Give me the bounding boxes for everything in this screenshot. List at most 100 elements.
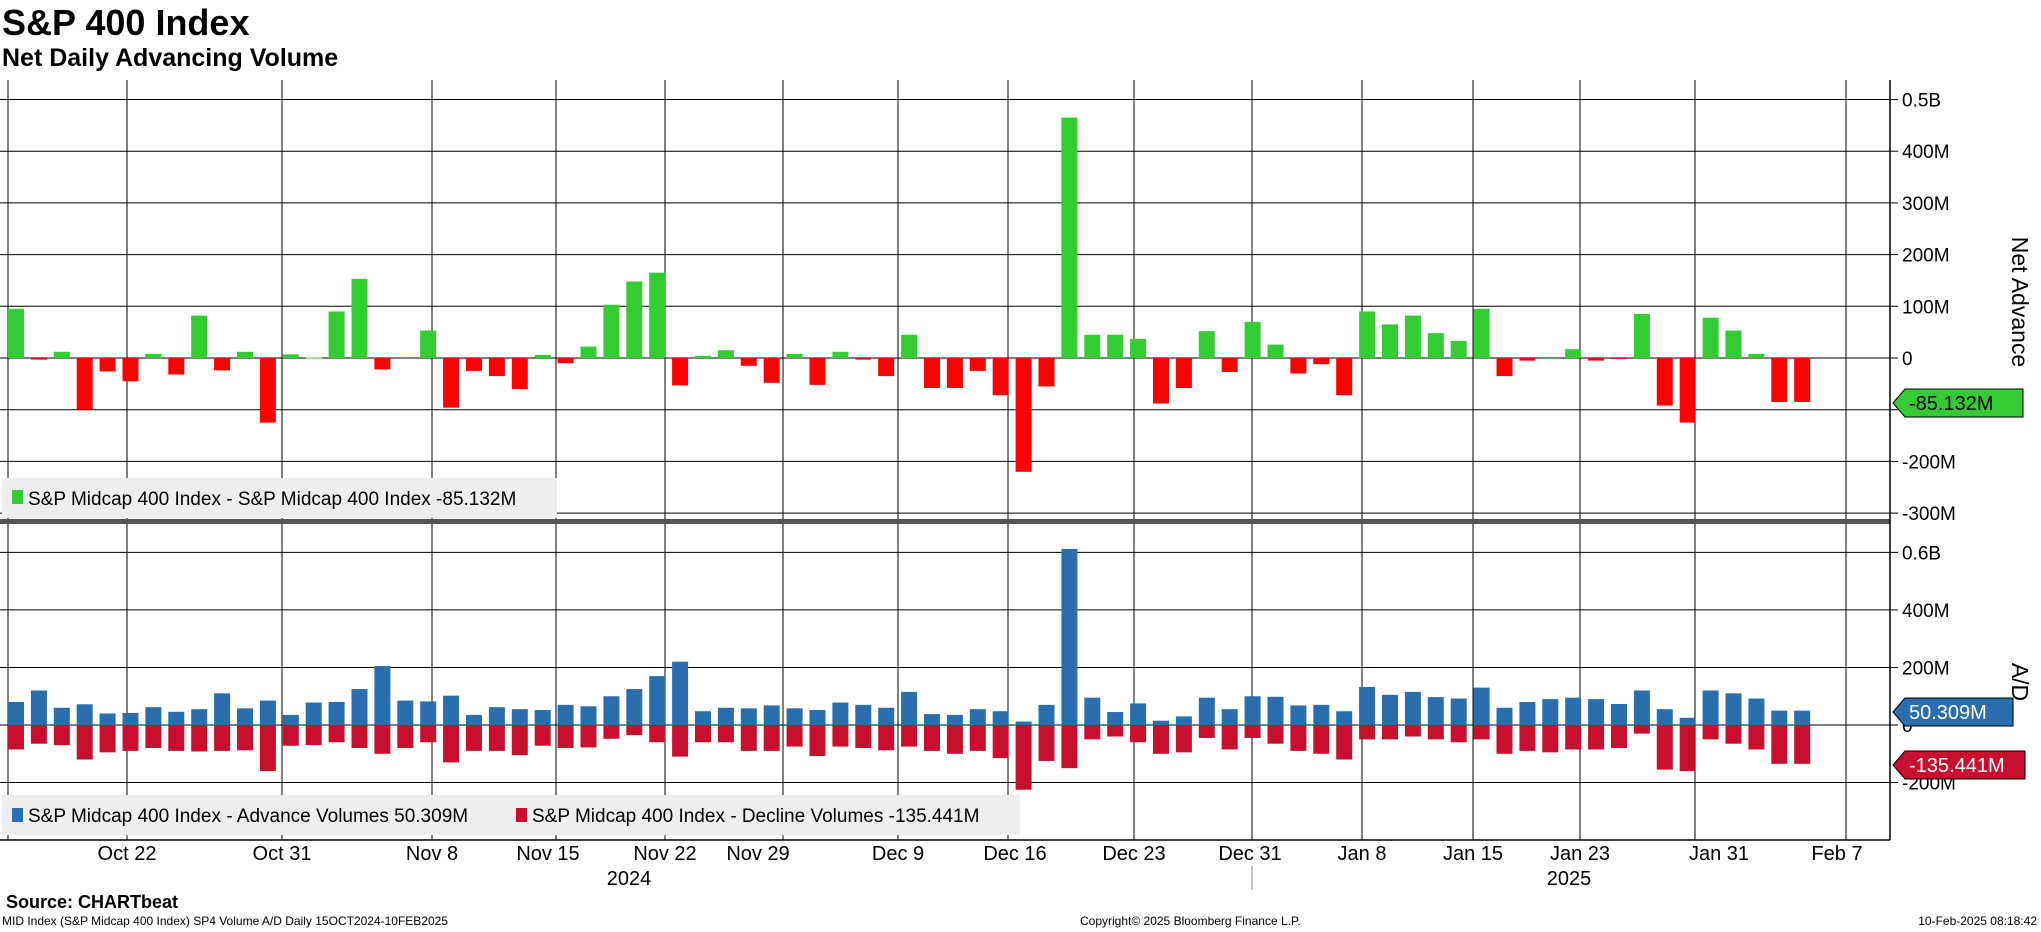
decline-volume-bar [1221, 725, 1238, 750]
advance-volume-bar [672, 661, 689, 725]
advance-volume-bar [488, 707, 505, 725]
decline-volume-bar [1359, 725, 1376, 740]
x-tick-label: Dec 16 [983, 843, 1046, 865]
decline-volume-bar [466, 725, 482, 751]
advance-volume-bar [1244, 696, 1261, 725]
net-advance-bar [603, 304, 620, 358]
advance-volume-bar [1015, 721, 1032, 725]
x-tick-label: Nov 8 [406, 843, 458, 865]
advance-volume-bar [1496, 707, 1513, 725]
decline-volume-bar [1588, 725, 1605, 750]
net-advance-bar [305, 357, 322, 359]
net-advance-bar [649, 272, 666, 358]
decline-volume-bar [1473, 725, 1490, 740]
x-tick-label: Jan 31 [1689, 843, 1749, 865]
x-tick-label: Feb 7 [1811, 843, 1862, 865]
top-y-tick-label: 400M [1902, 142, 1950, 163]
advance-volume-bar [1611, 703, 1627, 725]
decline-volume-bar [1450, 725, 1467, 743]
net-advance-bar [1679, 358, 1696, 423]
net-advance-bar [466, 358, 482, 371]
decline-volume-bar [1130, 725, 1147, 743]
decline-volume-bar [76, 725, 93, 760]
top-axis-title: Net Advance [2007, 237, 2033, 367]
advance-volume-bar [717, 707, 734, 725]
decline-volume-bar [649, 725, 666, 743]
decline-legend-swatch [516, 808, 527, 822]
bottom-y-tick-label: 200M [1902, 658, 1950, 679]
advance-volume-bar [1359, 687, 1376, 725]
x-tick-label: Jan 15 [1443, 843, 1503, 865]
net-advance-bar [237, 351, 253, 358]
advance-volume-bar [878, 707, 895, 725]
net-advance-bar [878, 358, 895, 377]
decline-volume-bar [717, 725, 734, 743]
advance-volume-bar [1702, 690, 1719, 725]
decline-volume-bar [1313, 725, 1330, 754]
decline-volume-bar [1015, 725, 1032, 790]
net-advance-bar [1633, 314, 1650, 358]
advance-volume-bar [1771, 710, 1788, 725]
advance-volume-bar [1748, 698, 1765, 725]
decline-volume-bar [1153, 725, 1169, 754]
decline-volume-bar [99, 725, 116, 753]
x-tick-label: Dec 23 [1102, 843, 1165, 865]
footer-security-info: MID Index (S&P Midcap 400 Index) SP4 Vol… [2, 914, 449, 928]
advance-volume-bar [1313, 704, 1330, 725]
decline-volume-bar [695, 725, 711, 743]
decline-volume-bar [534, 725, 551, 746]
x-tick-label: Jan 23 [1550, 843, 1610, 865]
decline-volume-bar [8, 725, 24, 750]
net-advance-bar [695, 355, 711, 358]
advance-volume-bar [901, 691, 918, 725]
net-advance-bar [397, 356, 414, 358]
x-year-label-2025: 2025 [1547, 868, 1592, 890]
net-advance-bar [168, 358, 185, 375]
net-advance-bar [145, 353, 162, 358]
decline-volume-bar [992, 725, 1009, 759]
net-advance-bar [1427, 333, 1444, 358]
decline-volume-bar [351, 725, 368, 749]
net-advance-bar [763, 358, 780, 383]
top-legend-label: S&P Midcap 400 Index - S&P Midcap 400 In… [28, 489, 516, 510]
net-advance-bar [1221, 358, 1238, 372]
net-advance-bar [1290, 358, 1307, 374]
decline-volume-bar [1336, 725, 1353, 760]
decline-volume-bar [1519, 725, 1536, 751]
net-advance-bar [30, 358, 47, 360]
advance-volume-bar [397, 700, 414, 725]
net-advance-bar [1198, 331, 1215, 358]
advance-volume-bar [1084, 697, 1101, 725]
net-advance-bar [443, 358, 460, 408]
decline-volume-bar [809, 725, 826, 757]
net-advance-bar [1404, 315, 1421, 358]
advance-volume-bar [786, 708, 803, 725]
top-y-tick-label: 200M [1902, 246, 1950, 267]
decline-volume-bar [1794, 725, 1811, 764]
advance-volume-bar [557, 704, 574, 725]
advance-volume-bar [969, 709, 986, 725]
advance-volume-bar [1656, 709, 1673, 725]
net-advance-bar [1748, 353, 1765, 358]
net-advance-bar [1771, 358, 1788, 402]
net-advance-bar [924, 358, 940, 388]
net-advance-bar [580, 346, 597, 358]
decline-volume-bar [122, 725, 139, 751]
advance-volume-bar [30, 690, 47, 725]
advance-volume-bar [237, 708, 253, 725]
net-advance-bar [1496, 358, 1513, 377]
decline-volume-bar [397, 725, 414, 749]
advance-volume-bar [168, 711, 185, 725]
advance-volume-bar [1473, 687, 1490, 725]
decline-volume-bar [328, 725, 345, 743]
decline-volume-bar [603, 725, 620, 739]
net-advance-bar [1107, 334, 1124, 358]
top-y-tick-label: 0.5B [1902, 91, 1941, 112]
advance-legend-label: S&P Midcap 400 Index - Advance Volumes 5… [28, 806, 468, 827]
advance-volume-bar [1038, 704, 1055, 725]
net-advance-bar [1473, 308, 1490, 358]
decline-volume-bar [30, 725, 47, 744]
advance-volume-bar [1336, 711, 1353, 725]
decline-volume-bar [191, 725, 208, 752]
decline-volume-bar [924, 725, 940, 751]
